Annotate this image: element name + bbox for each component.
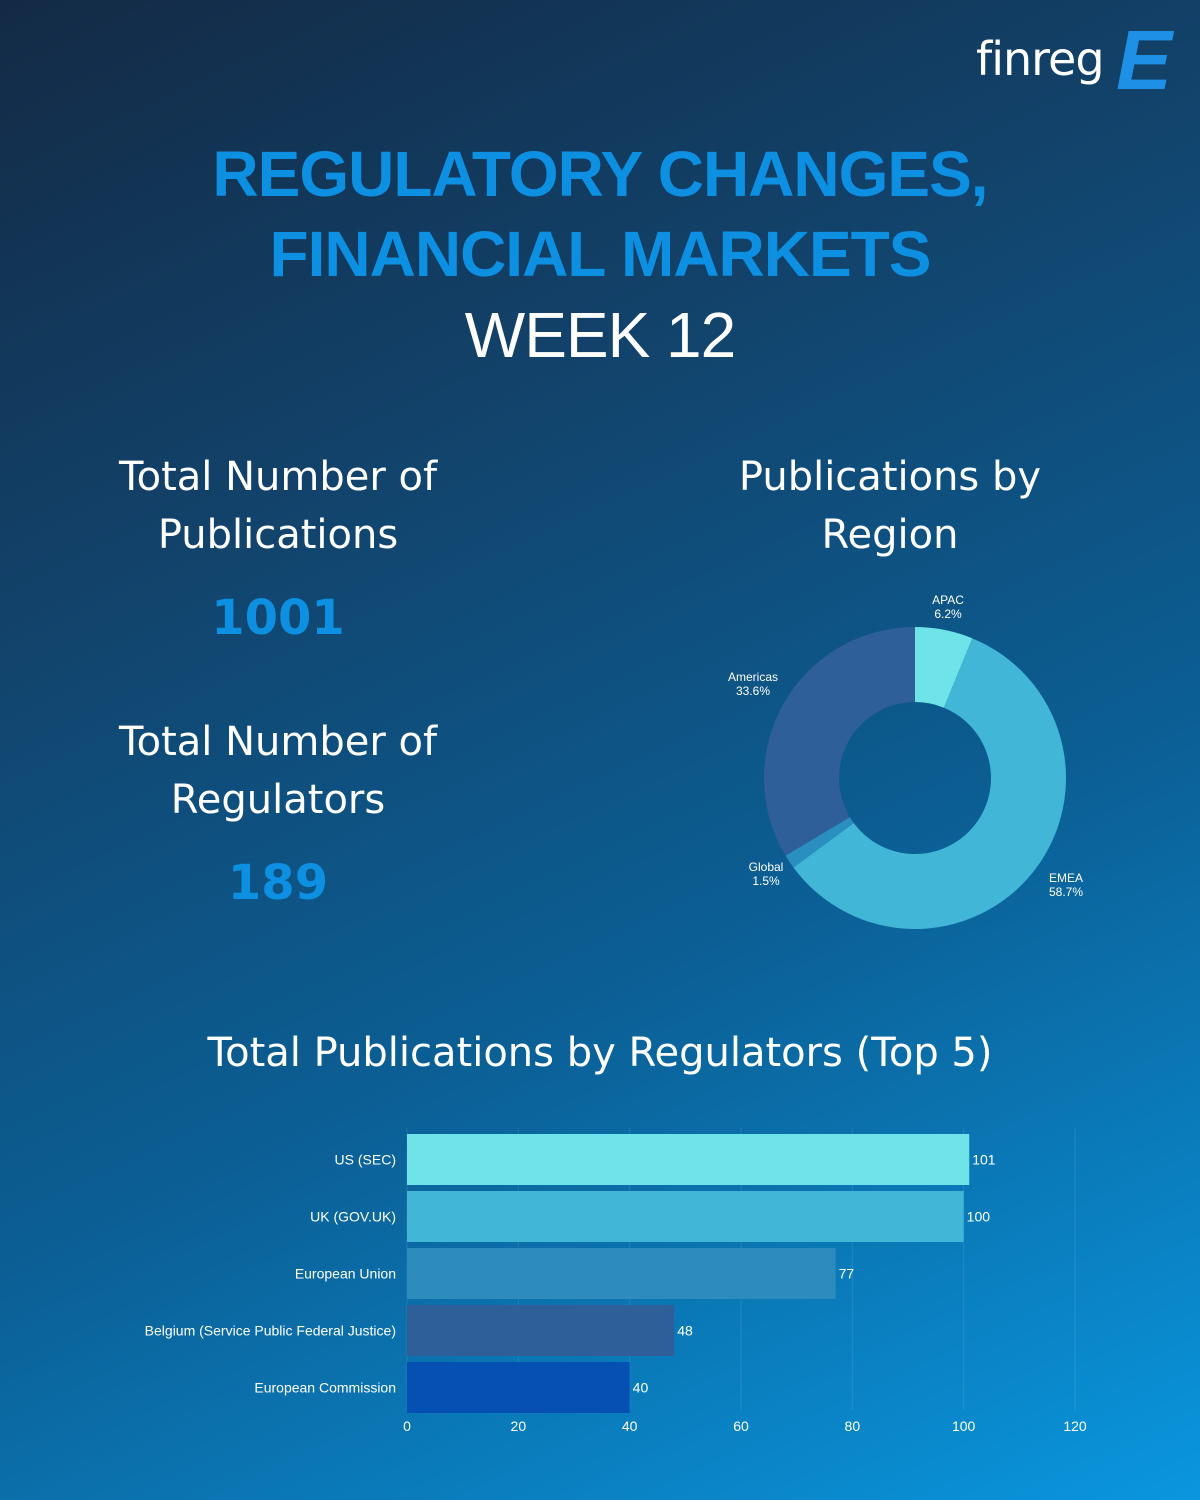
bar-value-label: 77 xyxy=(839,1266,855,1282)
donut-title-line-1: Publications by xyxy=(738,454,1042,500)
bar-category-label: European Union xyxy=(295,1266,396,1282)
regulators-label-line-1: Total Number of xyxy=(118,719,438,765)
donut-label-name: Americas xyxy=(728,670,778,684)
x-tick-label: 120 xyxy=(1063,1418,1087,1434)
bar-category-label: US (SEC) xyxy=(335,1152,396,1168)
bar-chart-title: Total Publications by Regulators (Top 5) xyxy=(207,1030,993,1076)
x-tick-label: 20 xyxy=(511,1418,527,1434)
logo-wordmark: finreg xyxy=(976,32,1105,86)
bar-european-commission xyxy=(407,1362,630,1413)
logo-e-mark: E xyxy=(1116,13,1173,107)
bar-value-label: 48 xyxy=(677,1323,693,1339)
donut-slice-americas xyxy=(764,627,915,856)
donut-label-percent: 58.7% xyxy=(1049,885,1083,899)
bar-belgium-service-public-federal-justice xyxy=(407,1305,675,1356)
x-tick-label: 100 xyxy=(952,1418,976,1434)
bar-value-label: 100 xyxy=(967,1209,991,1225)
x-tick-label: 40 xyxy=(622,1418,638,1434)
bar-value-label: 101 xyxy=(972,1152,996,1168)
x-tick-label: 80 xyxy=(845,1418,861,1434)
donut-slice-apac xyxy=(915,627,973,708)
bar-european-union xyxy=(407,1248,836,1299)
regulators-label-line-2: Regulators xyxy=(170,777,386,823)
bar-us-sec xyxy=(407,1134,970,1185)
headline-line-2: FINANCIAL MARKETS xyxy=(269,218,932,290)
publications-label-line-2: Publications xyxy=(157,512,399,558)
donut-label-percent: 1.5% xyxy=(752,874,780,888)
donut-chart-title: Publications by Region xyxy=(690,448,1090,564)
regulators-bar-chart: US (SEC) 101 UK (GOV.UK) 100 European Union 7… xyxy=(145,1128,1087,1434)
headline-line-1: REGULATORY CHANGES, xyxy=(212,138,988,210)
publications-label: Total Number of Publications xyxy=(78,448,478,564)
finreg-logo: finreg E xyxy=(976,18,1176,102)
donut-slice-global xyxy=(785,817,854,868)
donut-label-name: Global xyxy=(749,860,784,874)
regulators-label: Total Number of Regulators xyxy=(78,713,478,829)
donut-label-name: EMEA xyxy=(1049,871,1083,885)
week-label: WEEK 12 xyxy=(464,299,736,371)
donut-title-line-2: Region xyxy=(821,512,959,558)
donut-label-percent: 33.6% xyxy=(736,684,770,698)
donut-slice-emea xyxy=(793,638,1066,929)
bar-category-label: European Commission xyxy=(254,1380,396,1396)
publications-value: 1001 xyxy=(211,590,345,646)
x-tick-label: 0 xyxy=(403,1418,411,1434)
donut-label-percent: 6.2% xyxy=(934,607,962,621)
bar-uk-gov-uk xyxy=(407,1191,964,1242)
donut-label-name: APAC xyxy=(932,593,964,607)
bar-category-label: UK (GOV.UK) xyxy=(310,1209,396,1225)
bar-category-label: Belgium (Service Public Federal Justice) xyxy=(145,1323,396,1339)
bar-value-label: 40 xyxy=(633,1380,649,1396)
regulators-value: 189 xyxy=(227,855,329,911)
x-tick-label: 60 xyxy=(733,1418,749,1434)
publications-label-line-1: Total Number of xyxy=(118,454,438,500)
